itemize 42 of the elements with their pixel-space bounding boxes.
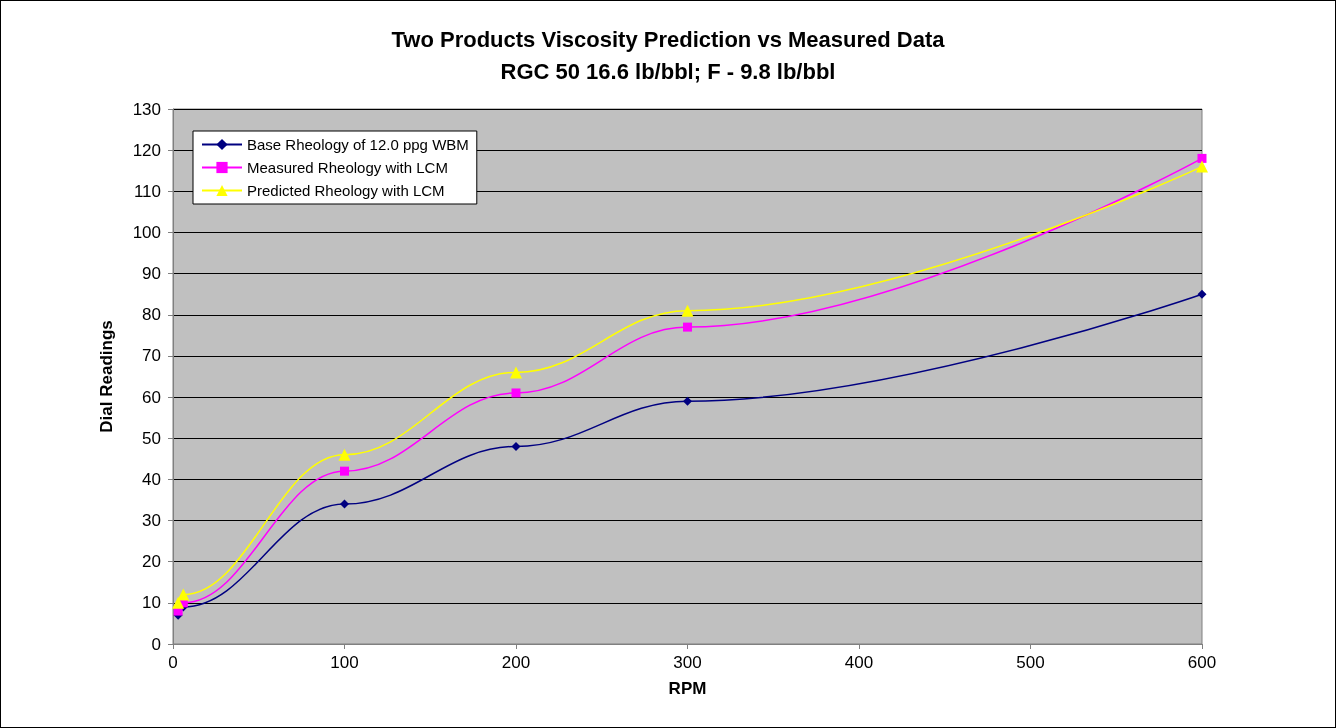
x-tick-label: 500 [1016,653,1045,672]
point [681,304,694,317]
point [172,596,185,609]
x-axis-title: RPM [668,679,707,698]
x-tick-label: 100 [330,653,359,672]
y-tick-label: 60 [142,387,161,407]
legend-label: Measured Rheology with LCM [247,159,448,176]
y-tick-label: 50 [142,428,161,448]
y-tick-label: 80 [142,305,161,325]
y-tick-label: 120 [132,140,161,160]
y-tick-label: 40 [142,469,161,489]
x-tick-label: 300 [673,653,702,672]
point [683,322,692,332]
x-tick-label: 400 [844,653,874,672]
y-tick-label: 70 [142,346,161,366]
point [340,499,349,509]
y-tick-label: 100 [132,222,161,242]
point [177,588,190,601]
x-tick-label: 0 [168,653,178,672]
y-tick-label: 0 [151,634,161,654]
x-tick-label: 600 [1187,653,1217,672]
point [1197,153,1207,163]
point [511,441,521,451]
chart-title: Two Products Viscosity Prediction vs Measured Data [391,26,946,52]
x-tick-label: 200 [501,653,531,672]
point [338,448,351,461]
y-tick-label: 30 [142,511,161,531]
y-tick-label: 10 [142,593,161,613]
y-axis-title: Dial Readings [97,320,116,433]
y-tick-label: 90 [142,264,161,284]
point [683,396,692,406]
point [511,388,521,398]
legend-label: Predicted Rheology with LCM [247,182,445,199]
point [510,366,522,379]
y-tick-label: 130 [132,99,161,119]
chart-subtitle: RGC 50 16.6 lb/bbl; F - 9.8 lb/bbl [500,58,836,84]
point [1196,160,1208,173]
point [340,466,349,476]
y-tick-label: 110 [133,181,161,201]
point [1197,289,1207,299]
legend-label: Base Rheology of 12.0 ppg WBM [247,136,469,153]
y-tick-label: 20 [142,552,161,572]
